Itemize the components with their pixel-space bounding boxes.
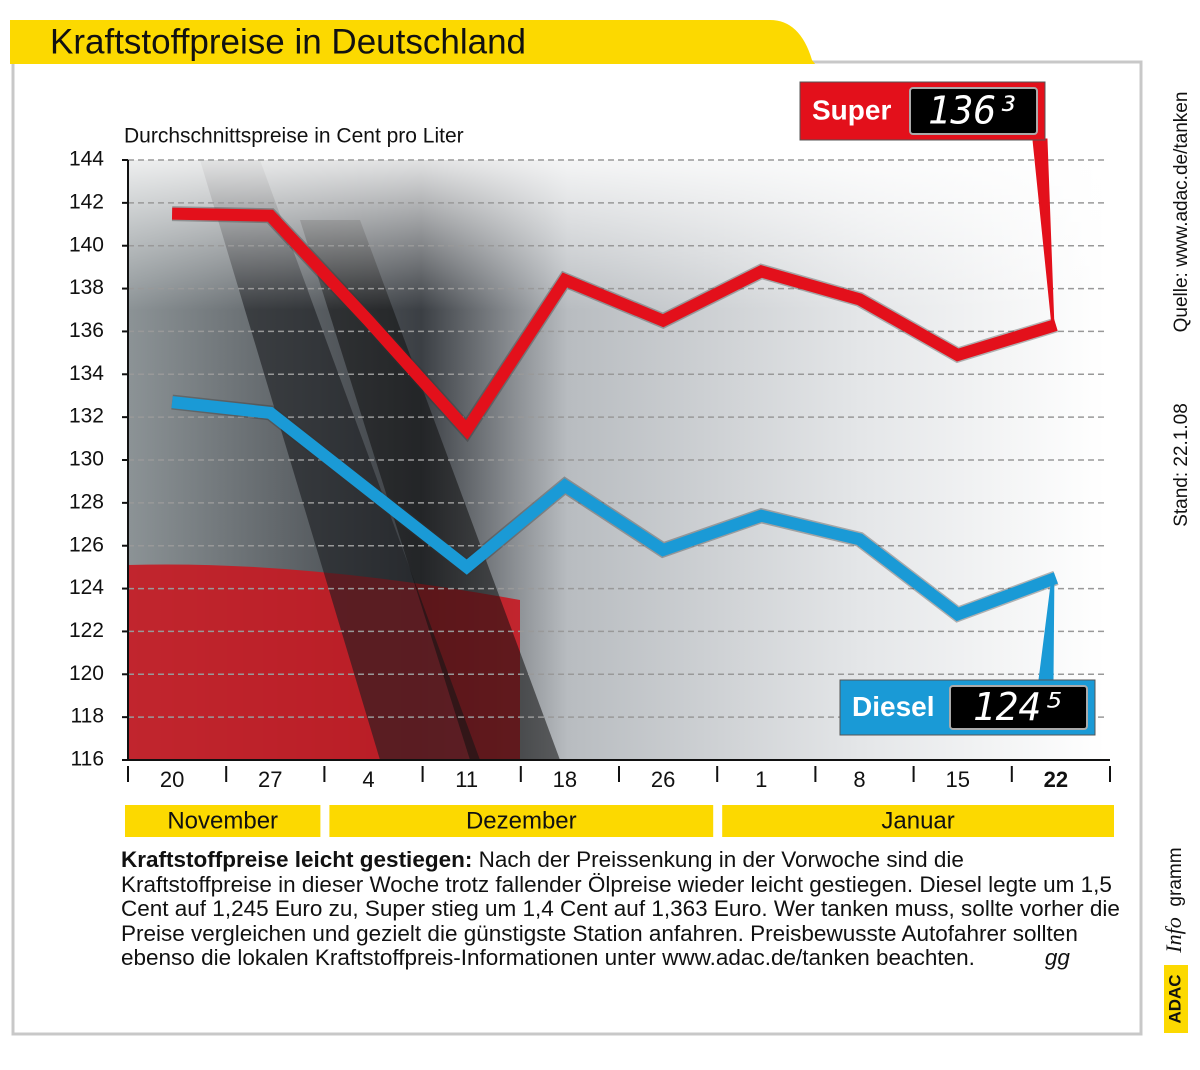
signature: gg bbox=[1044, 945, 1070, 970]
y-tick-label: 126 bbox=[69, 533, 104, 556]
series-line bbox=[171, 396, 1058, 622]
date: Stand: 22.1.08 bbox=[1171, 403, 1192, 527]
logo-word: Info bbox=[1161, 917, 1186, 953]
logo-word: gramm bbox=[1165, 847, 1186, 906]
x-tick-label: 1 bbox=[755, 767, 767, 792]
y-tick-label: 140 bbox=[69, 233, 104, 256]
legend-label: Diesel bbox=[852, 691, 935, 722]
month-label: Januar bbox=[881, 807, 954, 834]
x-tick-label: 22 bbox=[1044, 767, 1068, 792]
x-tick-label: 11 bbox=[455, 767, 478, 792]
title-banner bbox=[10, 20, 815, 64]
y-tick-label: 138 bbox=[69, 276, 104, 299]
y-axis-label: Durchschnittspreise in Cent pro Liter bbox=[124, 125, 464, 148]
y-tick-label: 118 bbox=[71, 705, 104, 728]
logo-brand: ADAC bbox=[1165, 974, 1184, 1023]
x-tick-label: 26 bbox=[651, 767, 675, 792]
y-tick-label: 130 bbox=[69, 448, 104, 471]
display-box bbox=[909, 87, 1038, 135]
y-tick-label: 128 bbox=[69, 490, 104, 513]
y-tick-label: 116 bbox=[71, 748, 104, 771]
chart-title: Kraftstoffpreise in Deutschland bbox=[50, 22, 526, 61]
display-box bbox=[949, 685, 1088, 730]
source: Quelle: www.adac.de/tanken bbox=[1171, 92, 1192, 333]
y-tick-label: 132 bbox=[69, 405, 104, 428]
month-label: Dezember bbox=[466, 807, 577, 834]
value-label: 124⁵ bbox=[973, 685, 1065, 729]
legend-label: Super bbox=[812, 94, 891, 125]
x-tick-label: 8 bbox=[853, 767, 865, 792]
y-tick-label: 136 bbox=[69, 319, 104, 342]
y-tick-label: 142 bbox=[69, 190, 104, 213]
series-line bbox=[171, 207, 1058, 440]
x-tick-label: 15 bbox=[945, 767, 969, 792]
month-band bbox=[722, 805, 1114, 837]
y-tick-label: 144 bbox=[69, 148, 104, 171]
x-tick-label: 18 bbox=[553, 767, 577, 792]
footer-text: Kraftstoffpreise leicht gestiegen: Nach … bbox=[121, 847, 1121, 971]
footer-body: Nach der Preissenkung in der Vorwoche si… bbox=[121, 847, 1120, 970]
logo: ADAC Info gramm bbox=[1161, 847, 1188, 1033]
y-tick-label: 120 bbox=[69, 662, 104, 685]
x-tick-label: 4 bbox=[362, 767, 374, 792]
month-band bbox=[125, 805, 321, 837]
y-tick-label: 124 bbox=[69, 576, 104, 599]
y-tick-label: 134 bbox=[69, 362, 104, 385]
month-band bbox=[329, 805, 714, 837]
x-tick-label: 27 bbox=[258, 767, 282, 792]
value-label: 136³ bbox=[928, 89, 1020, 133]
y-tick-label: 122 bbox=[69, 619, 104, 642]
x-tick-label: 20 bbox=[160, 767, 184, 792]
month-label: November bbox=[167, 807, 278, 834]
footer-lead: Kraftstoffpreise leicht gestiegen: bbox=[121, 847, 473, 872]
